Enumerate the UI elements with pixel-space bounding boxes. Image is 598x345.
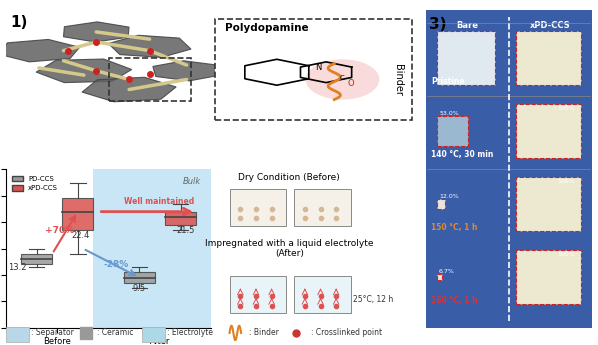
Text: : Ceramic: : Ceramic	[97, 328, 134, 337]
Bar	[124, 272, 155, 283]
Polygon shape	[63, 22, 129, 42]
Text: 150 °C, 1 h: 150 °C, 1 h	[431, 223, 477, 232]
Text: 6.7%: 6.7%	[439, 269, 455, 274]
FancyBboxPatch shape	[230, 276, 286, 313]
Text: N: N	[315, 63, 321, 72]
Text: Polydopamine: Polydopamine	[225, 23, 309, 33]
Text: Dry Condition (Before): Dry Condition (Before)	[239, 172, 340, 181]
FancyBboxPatch shape	[517, 31, 581, 85]
Text: : Binder: : Binder	[249, 328, 279, 337]
FancyBboxPatch shape	[437, 31, 495, 85]
Text: O: O	[347, 79, 354, 88]
Text: 1): 1)	[10, 15, 28, 30]
Text: : Electrolyte: : Electrolyte	[167, 328, 213, 337]
Polygon shape	[153, 61, 220, 81]
Text: -28%: -28%	[103, 260, 129, 269]
Text: Bare: Bare	[456, 21, 478, 30]
Bar	[165, 211, 196, 225]
Text: 160 °C, 1 h: 160 °C, 1 h	[431, 296, 477, 305]
FancyBboxPatch shape	[215, 19, 412, 120]
Text: 25°C, 12 h: 25°C, 12 h	[353, 295, 393, 304]
Bar	[93, 169, 211, 328]
Polygon shape	[108, 35, 191, 57]
FancyBboxPatch shape	[517, 104, 581, 158]
Text: : Separator: : Separator	[31, 328, 74, 337]
FancyBboxPatch shape	[142, 327, 165, 342]
FancyBboxPatch shape	[517, 177, 581, 231]
FancyBboxPatch shape	[517, 250, 581, 304]
Text: 9.5: 9.5	[133, 284, 146, 293]
FancyBboxPatch shape	[437, 199, 445, 209]
FancyBboxPatch shape	[294, 276, 351, 313]
Text: xPD-CCS: xPD-CCS	[530, 21, 570, 30]
Text: Impregnated with a liquid electrolyte
(After): Impregnated with a liquid electrolyte (A…	[205, 239, 374, 258]
Text: 13.2: 13.2	[8, 263, 26, 272]
Text: 140 °C, 30 min: 140 °C, 30 min	[431, 150, 493, 159]
Text: Pristine: Pristine	[431, 77, 465, 86]
FancyBboxPatch shape	[230, 189, 286, 226]
Text: 53.0%: 53.0%	[439, 111, 459, 116]
FancyBboxPatch shape	[437, 274, 442, 280]
Polygon shape	[0, 39, 80, 62]
Bar	[22, 254, 52, 264]
Text: 21.5: 21.5	[176, 226, 195, 235]
Bar	[62, 198, 93, 230]
Text: 100%: 100%	[558, 179, 575, 184]
Text: 12.0%: 12.0%	[439, 194, 459, 199]
FancyBboxPatch shape	[294, 189, 351, 226]
Text: 3): 3)	[429, 17, 447, 32]
Text: 22.4: 22.4	[72, 231, 90, 240]
Ellipse shape	[306, 59, 379, 100]
Text: 100%: 100%	[558, 252, 575, 257]
Text: Binder: Binder	[393, 63, 403, 95]
Text: +70%: +70%	[45, 226, 74, 235]
Legend: PD-CCS, xPD-CCS: PD-CCS, xPD-CCS	[10, 173, 61, 194]
Text: 100%: 100%	[558, 106, 575, 110]
Polygon shape	[82, 77, 176, 102]
Text: Bulk: Bulk	[183, 177, 201, 186]
Text: Well maintained: Well maintained	[124, 197, 194, 206]
Text: : Crosslinked point: : Crosslinked point	[311, 328, 382, 337]
FancyBboxPatch shape	[437, 116, 468, 146]
FancyBboxPatch shape	[6, 327, 29, 342]
Text: C: C	[340, 75, 345, 81]
Polygon shape	[36, 59, 132, 82]
